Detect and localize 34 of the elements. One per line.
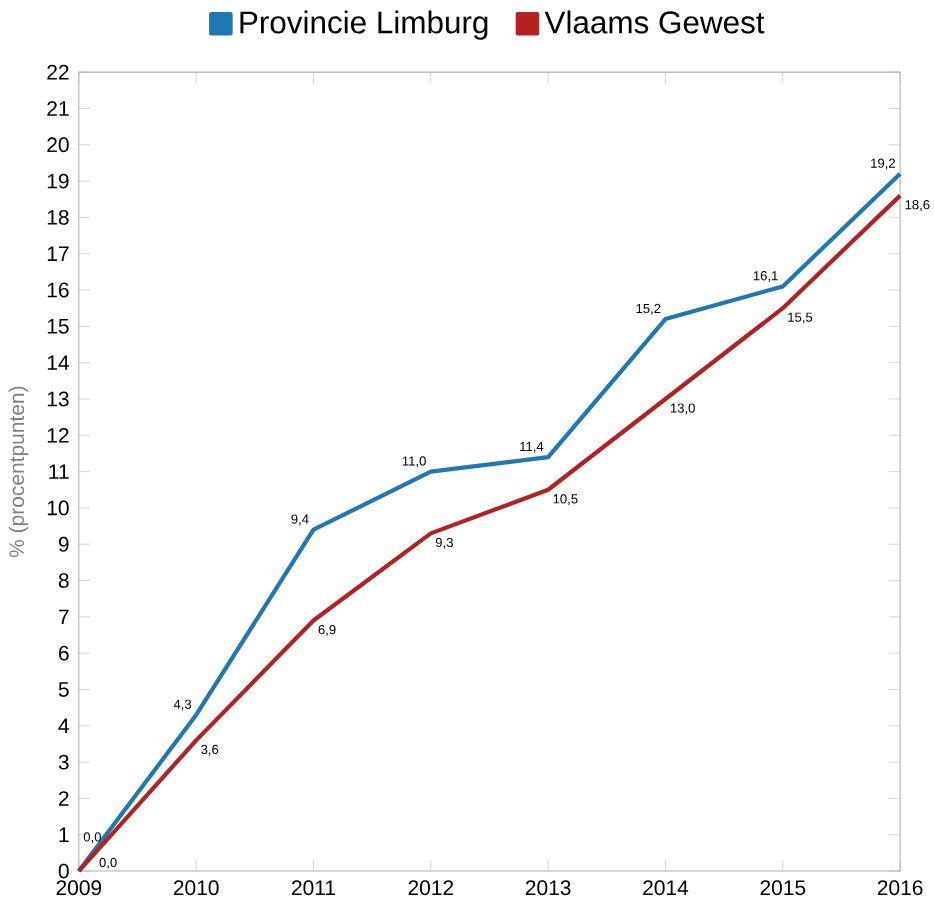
y-tick-label: 10 bbox=[47, 500, 69, 516]
x-tick-label: 2010 bbox=[173, 880, 219, 896]
y-tick-label: 8 bbox=[58, 573, 69, 589]
y-tick-label: 0 bbox=[58, 863, 69, 879]
y-tick-label: 3 bbox=[58, 754, 69, 770]
y-tick-label: 20 bbox=[47, 137, 69, 153]
y-axis-title: % (procentpunten) bbox=[8, 386, 29, 558]
y-tick-label: 16 bbox=[47, 282, 69, 298]
y-tick-label: 7 bbox=[58, 609, 69, 625]
x-tick-label: 2012 bbox=[408, 880, 454, 896]
y-tick-label: 19 bbox=[47, 173, 69, 189]
x-tick-label: 2009 bbox=[56, 880, 102, 896]
y-tick-label: 22 bbox=[47, 64, 69, 80]
x-tick-label: 2014 bbox=[643, 880, 689, 896]
y-tick-label: 13 bbox=[47, 391, 69, 407]
y-tick-label: 9 bbox=[58, 536, 69, 552]
y-tick-label: 14 bbox=[47, 355, 69, 370]
x-tick-label: 2011 bbox=[292, 880, 335, 896]
x-tick-label: 2016 bbox=[877, 880, 923, 896]
x-tick-label: 2013 bbox=[525, 880, 571, 896]
y-tick-label: 5 bbox=[58, 682, 69, 697]
y-tick-label: 11 bbox=[49, 464, 69, 479]
y-tick-label: 6 bbox=[58, 645, 69, 661]
y-tick-label: 17 bbox=[47, 246, 69, 261]
y-tick-label: 2 bbox=[58, 791, 69, 806]
y-tick-label: 4 bbox=[58, 718, 69, 734]
y-tick-label: 21 bbox=[47, 101, 69, 116]
legend-label: Provincie Limburg bbox=[240, 10, 488, 40]
y-tick-label: 1 bbox=[59, 827, 69, 843]
y-tick-label: 12 bbox=[47, 428, 69, 443]
x-tick-label: 2015 bbox=[760, 880, 806, 896]
legend-label: Vlaams Gewest bbox=[544, 10, 765, 34]
y-tick-label: 15 bbox=[47, 319, 69, 334]
y-tick-label: 18 bbox=[47, 210, 69, 225]
